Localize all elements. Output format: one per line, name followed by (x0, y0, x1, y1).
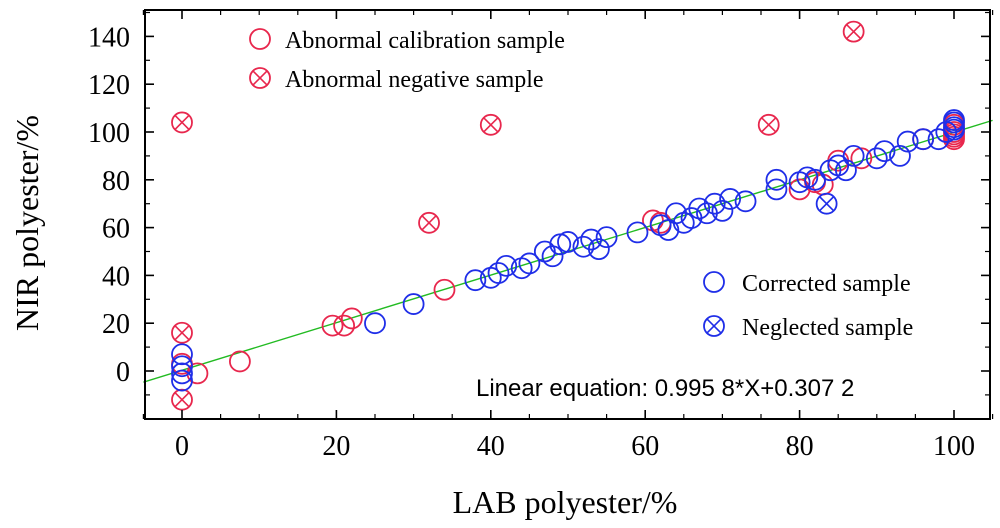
x-tick-label: 20 (322, 431, 350, 462)
data-point (896, 130, 919, 153)
data-point (464, 269, 487, 292)
x-tick-label: 100 (933, 431, 975, 462)
data-point (518, 252, 541, 275)
axis-layer: 0 20 40 60 80 100 0 20 40 60 80 100 120 140 (88, 9, 994, 462)
data-point (873, 140, 896, 163)
y-tick-label: 120 (88, 70, 130, 101)
x-axis-title: LAB polyester/% (453, 484, 678, 520)
data-point (765, 178, 788, 201)
data-point (364, 312, 386, 335)
data-point (927, 128, 950, 151)
legend-label: Corrected sample (742, 271, 911, 297)
data-point (557, 231, 579, 253)
data-point (943, 109, 965, 131)
data-point (321, 314, 344, 337)
data-point (487, 262, 510, 284)
data-point (842, 144, 865, 167)
plot-frame (144, 9, 991, 420)
y-tick-label: 20 (102, 309, 130, 340)
y-tick-label: 0 (116, 357, 130, 388)
data-point (333, 314, 356, 337)
data-point (572, 235, 595, 258)
data-point (842, 20, 865, 43)
series-abnormal-negative-sample (171, 20, 865, 411)
data-point (815, 192, 838, 215)
data-point (626, 221, 649, 244)
data-point (711, 199, 734, 222)
data-point (912, 128, 935, 151)
data-point (703, 192, 726, 215)
data-point (835, 159, 857, 182)
plot-layer (143, 20, 993, 411)
y-tick-label: 80 (102, 166, 130, 197)
x-tick-label: 80 (786, 431, 814, 462)
data-point (171, 321, 193, 344)
data-point (186, 362, 209, 385)
legend-item: Abnormal negative sample (249, 67, 544, 93)
series-neglected-sample (815, 192, 838, 215)
data-point (595, 226, 618, 249)
x-tick-label: 40 (477, 431, 505, 462)
legend-marker (703, 271, 725, 293)
data-point (171, 369, 193, 392)
legend-layer: Abnormal calibration sample Abnormal nega… (249, 28, 913, 341)
legend-item: Abnormal calibration sample (249, 28, 565, 54)
legend-marker (249, 28, 271, 50)
data-point (765, 168, 788, 191)
legend-label: Abnormal calibration sample (285, 28, 565, 54)
data-point (865, 147, 888, 170)
data-point (734, 190, 757, 213)
linear-equation-annotation: Linear equation: 0.995 8*X+0.307 2 (476, 375, 854, 402)
legend-item: Neglected sample (703, 315, 913, 341)
data-point (479, 113, 502, 136)
series-corrected-sample (171, 109, 965, 392)
data-point (433, 278, 456, 301)
data-point (757, 113, 780, 136)
data-point (171, 111, 193, 134)
legend-label: Abnormal negative sample (285, 67, 544, 93)
data-point (587, 238, 610, 261)
series-abnormal-calibration-sample (171, 113, 965, 385)
data-point (495, 254, 518, 277)
data-point (541, 245, 564, 268)
legend-marker (703, 315, 725, 337)
data-point (402, 293, 425, 315)
data-point (171, 388, 193, 411)
y-tick-label: 100 (88, 118, 130, 149)
data-point (418, 211, 440, 234)
y-axis-title: NIR polyester/% (9, 115, 45, 331)
data-point (171, 362, 193, 385)
data-point (719, 188, 742, 210)
x-tick-label: 60 (631, 431, 659, 462)
data-point (171, 355, 193, 378)
data-point (889, 144, 911, 167)
data-point (943, 116, 965, 139)
data-point (228, 350, 251, 373)
data-point (340, 307, 363, 330)
legend-marker (249, 67, 271, 89)
y-tick-label: 40 (102, 261, 130, 292)
y-tick-label: 60 (102, 214, 130, 245)
y-tick-label: 140 (88, 22, 130, 53)
legend-item: Corrected sample (703, 271, 911, 297)
data-point (788, 178, 811, 201)
x-tick-label: 0 (175, 431, 189, 462)
data-point (804, 168, 826, 191)
legend-label: Neglected sample (742, 315, 913, 341)
